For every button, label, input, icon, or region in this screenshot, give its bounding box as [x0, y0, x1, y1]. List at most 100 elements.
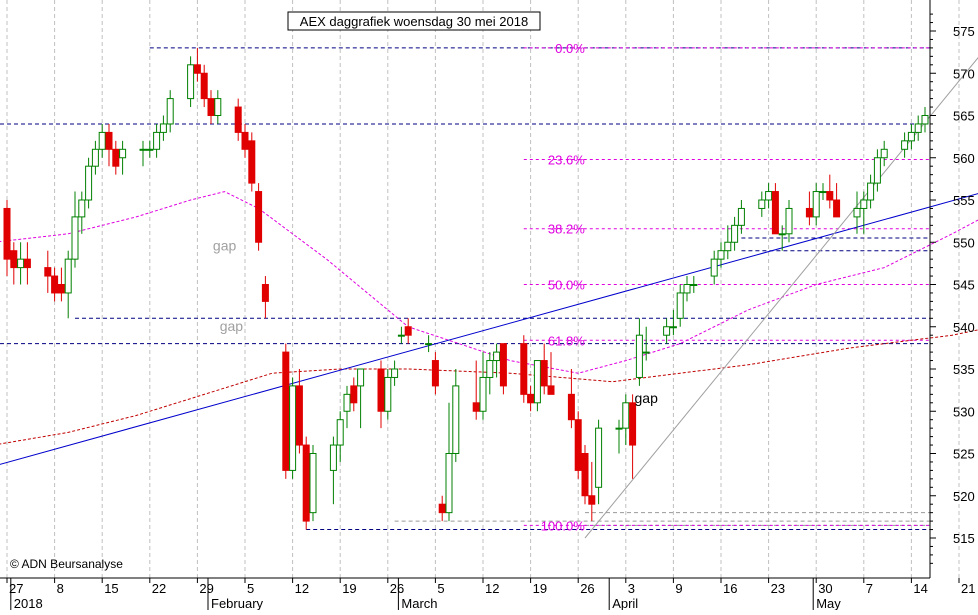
fibonacci-level-label: 23.6%	[548, 152, 585, 167]
candle	[765, 183, 773, 209]
candle	[615, 419, 623, 454]
x-tick-label: 9	[675, 581, 682, 596]
fibonacci-level-label: 100.0%	[541, 518, 586, 533]
candle-body	[812, 191, 820, 218]
candle-body	[64, 258, 72, 294]
candle	[391, 360, 399, 386]
candle-body	[248, 140, 256, 184]
month-label: May	[816, 596, 841, 610]
candle	[812, 183, 820, 226]
candle-body	[724, 241, 732, 252]
candle-body	[51, 275, 59, 294]
candle	[533, 360, 541, 412]
x-tick-label: 3	[628, 581, 635, 596]
x-tick-label: 23	[771, 581, 785, 596]
moving-average-line	[0, 329, 978, 445]
candle	[282, 343, 290, 479]
y-tick-label: 530	[953, 404, 975, 419]
blue-trendline	[0, 193, 978, 465]
candle-body	[241, 131, 249, 150]
y-tick-label: 520	[953, 489, 975, 504]
x-tick-label: 19	[533, 581, 547, 596]
y-tick-label: 550	[953, 235, 975, 250]
candle	[139, 140, 147, 167]
candle	[880, 140, 888, 167]
candle	[622, 394, 630, 446]
candle-body	[329, 444, 337, 471]
candle	[819, 183, 827, 200]
grid-layer	[6, 0, 960, 578]
candle	[921, 107, 929, 133]
candle-body	[574, 419, 582, 471]
candle-body	[493, 351, 501, 362]
fibonacci-level-label: 38.2%	[548, 222, 585, 237]
candle	[207, 90, 215, 124]
candle-body	[635, 334, 643, 378]
candle-body	[826, 191, 834, 201]
candle	[907, 123, 915, 150]
candle-body	[289, 385, 297, 471]
candle-body	[431, 360, 439, 387]
candle-body	[901, 140, 909, 150]
candle	[472, 360, 480, 420]
candle	[397, 326, 405, 344]
candle-body	[302, 444, 310, 522]
candle-body	[581, 453, 589, 497]
month-label: March	[401, 596, 437, 610]
annotation-label: gap	[635, 390, 659, 406]
candle	[629, 394, 637, 479]
x-tick-label: 12	[485, 581, 499, 596]
candle	[547, 352, 555, 395]
candle-body	[785, 207, 793, 235]
candle	[17, 242, 25, 285]
candle	[826, 174, 834, 209]
candle-body	[159, 123, 167, 133]
candle	[683, 276, 691, 302]
candle	[91, 140, 99, 175]
candle-body	[921, 115, 929, 125]
x-tick-label: 14	[913, 581, 927, 596]
candle-body	[588, 495, 596, 505]
candle-body	[873, 157, 881, 184]
y-tick-label: 570	[953, 66, 975, 81]
candle-body	[765, 191, 773, 201]
candle-body	[771, 191, 779, 235]
candle-body	[282, 351, 290, 471]
candle	[785, 200, 793, 243]
y-tick-label: 575	[953, 24, 975, 39]
candle	[914, 115, 922, 141]
candle-body	[404, 326, 412, 336]
candle	[309, 445, 317, 522]
month-label: April	[612, 596, 638, 610]
x-tick-label: 12	[295, 581, 309, 596]
candle	[159, 115, 167, 141]
candle	[57, 267, 65, 302]
candle-body	[350, 385, 358, 404]
candle	[867, 174, 875, 209]
candle-body	[261, 284, 269, 302]
candle-body	[207, 98, 215, 116]
candle-body	[377, 368, 385, 412]
candle	[438, 495, 446, 522]
candle-body	[683, 284, 691, 294]
x-tick-label: 26	[580, 581, 594, 596]
candle	[778, 225, 786, 251]
candle	[187, 56, 195, 108]
candle	[567, 369, 575, 429]
candle-body	[146, 148, 154, 151]
candle-body	[397, 334, 405, 337]
candle	[425, 335, 433, 353]
candle	[146, 140, 154, 158]
fibonacci-level-label: 50.0%	[548, 278, 585, 293]
candle	[214, 90, 222, 124]
candle-body	[452, 385, 460, 454]
candle-body	[44, 267, 52, 277]
candle-body	[255, 191, 263, 243]
candle-body	[499, 343, 507, 387]
candle-body	[595, 427, 603, 488]
candle-body	[23, 258, 31, 269]
x-tick-label: 21	[961, 581, 975, 596]
candle	[710, 250, 718, 285]
